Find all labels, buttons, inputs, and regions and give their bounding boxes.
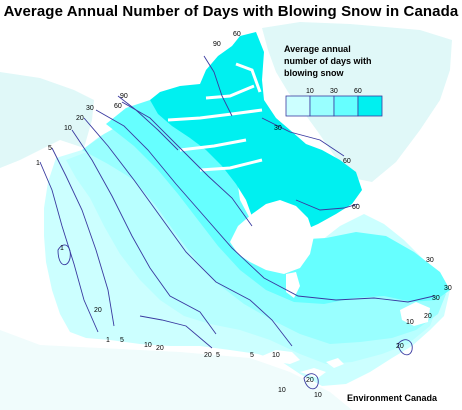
isoline-label: 1	[106, 337, 110, 344]
isoline-label: 1	[60, 245, 64, 252]
isoline-label: 20	[204, 352, 212, 359]
isoline-label: 10	[406, 319, 414, 326]
isoline-label: 10	[272, 352, 280, 359]
isoline-loop-west	[57, 244, 71, 266]
isoline-label: 90	[213, 41, 221, 48]
map-title: Average Annual Number of Days with Blowi…	[3, 3, 459, 20]
isoline-5	[51, 147, 115, 327]
isoline-label: 20	[156, 345, 164, 352]
isoline-label: 60	[352, 204, 360, 211]
isoline-90-a	[203, 55, 233, 117]
isoline-label: 30	[86, 105, 94, 112]
isoline-label: 10	[144, 342, 152, 349]
isoline-label: 5	[250, 352, 254, 359]
legend-class-label: 30	[330, 88, 338, 95]
isoline-20	[83, 117, 293, 347]
isoline-label: 20	[424, 313, 432, 320]
isolines	[39, 55, 435, 390]
legend-swatch	[357, 95, 383, 117]
legend-title: Average annual number of days with blowi…	[284, 44, 372, 78]
legend-swatch	[309, 95, 335, 117]
hudson-bay	[230, 200, 314, 274]
isoline-label: 5	[216, 352, 220, 359]
legend-swatch	[285, 95, 311, 117]
legend-swatches: 10 30 60	[285, 88, 383, 117]
isoline-label: 60	[343, 158, 351, 165]
isoline-label: 20	[76, 115, 84, 122]
usa-land	[0, 330, 352, 410]
isoline-label: 20	[94, 307, 102, 314]
legend-class-label: 10	[306, 88, 314, 95]
isoline-label: 10	[314, 392, 322, 399]
legend-swatch	[333, 95, 359, 117]
gulf-st-lawrence	[400, 302, 430, 326]
isoline-1	[39, 161, 99, 333]
legend-class-label: 60	[354, 88, 362, 95]
isoline-label: 5	[120, 337, 124, 344]
isoline-label: 30	[444, 285, 452, 292]
great-lakes	[262, 350, 344, 378]
arctic-channels	[167, 62, 263, 172]
isoline-label: 20	[306, 377, 314, 384]
isoline-label: 20	[396, 343, 404, 350]
isoline-60-b	[261, 117, 345, 157]
isoline-label: 90	[120, 93, 128, 100]
isoline-label: 5	[48, 145, 52, 152]
isoline-label: 30	[274, 125, 282, 132]
isoline-90-b	[117, 95, 179, 151]
isoline-labels: 90 60 30 60 60 90 60 30 20 10 5 1 1 1 5 …	[36, 31, 452, 399]
isoline-label: 10	[278, 387, 286, 394]
isoline-60-c	[295, 199, 359, 211]
isoline-label: 30	[432, 295, 440, 302]
isoline-label: 60	[233, 31, 241, 38]
isoline-60-a	[121, 101, 253, 227]
zone-60-plus	[150, 32, 362, 236]
isoline-loop-south	[303, 373, 319, 390]
isoline-label: 30	[426, 257, 434, 264]
isoline-10	[71, 129, 217, 335]
isoline-30	[95, 109, 435, 303]
alaska-land	[0, 72, 94, 168]
credit-text: Environment Canada	[347, 393, 438, 403]
isoline-label: 1	[36, 160, 40, 167]
isoline-loop-east	[397, 339, 413, 356]
zone-30-60	[106, 100, 450, 304]
isoline-label: 10	[64, 125, 72, 132]
isoline-label: 60	[114, 103, 122, 110]
isoline-5-south	[139, 315, 213, 349]
